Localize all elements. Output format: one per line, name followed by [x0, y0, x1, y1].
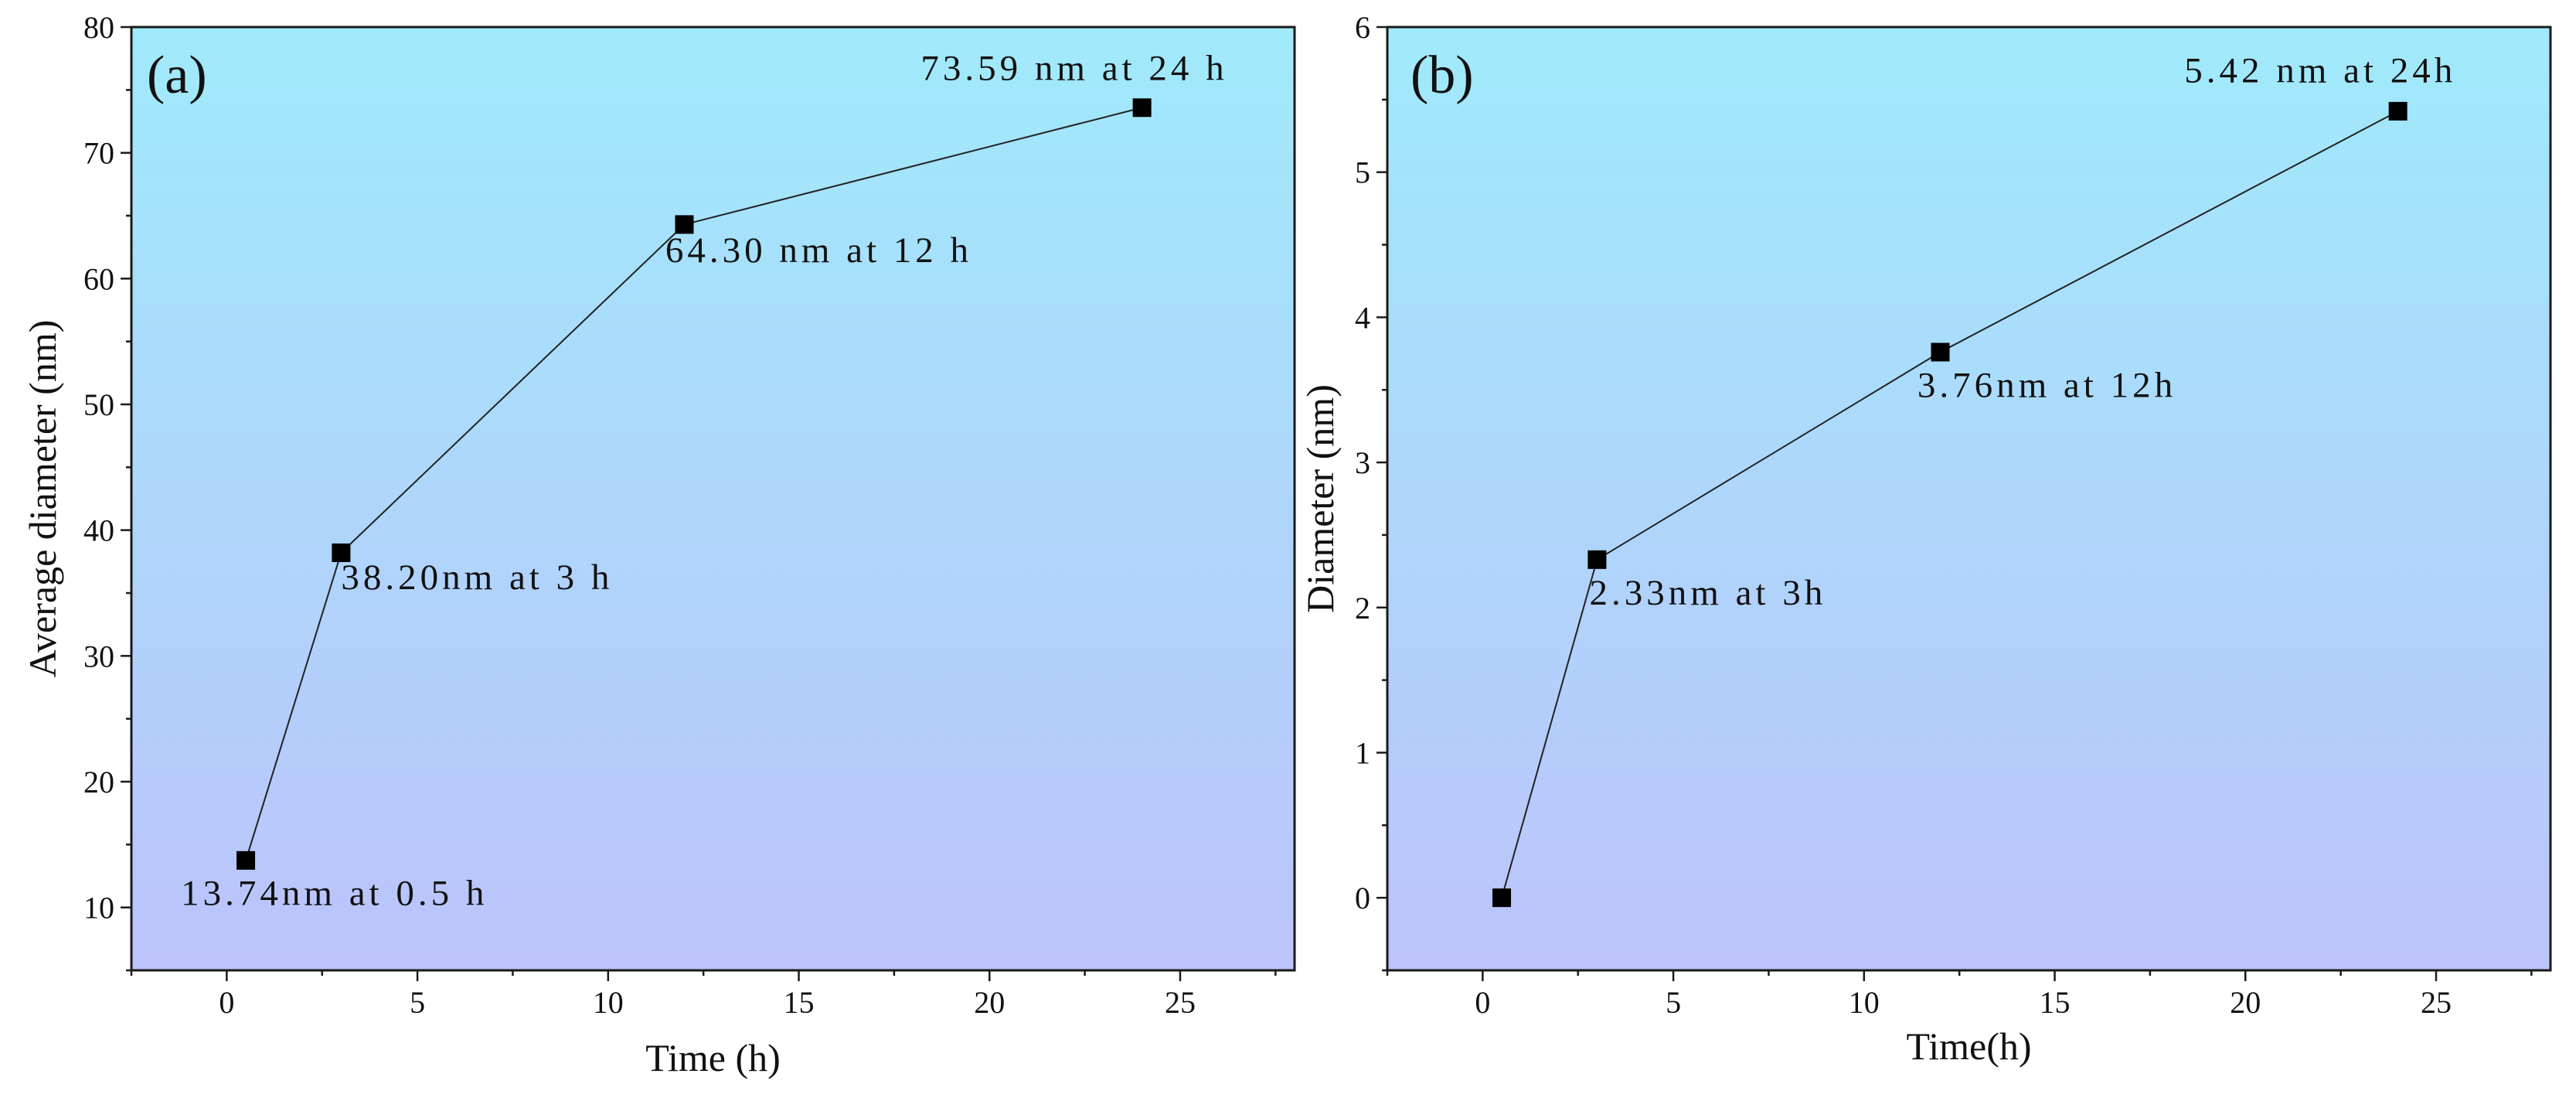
x-tick-label: 10	[1849, 985, 1880, 1020]
plot-frame	[1386, 26, 2552, 972]
x-tick-label: 5	[410, 985, 425, 1020]
y-tick-label: 80	[83, 10, 114, 45]
series-line	[245, 107, 1142, 861]
data-point-marker	[2388, 101, 2408, 121]
y-tick-label: 40	[83, 513, 114, 548]
x-tick-label: 15	[2040, 985, 2071, 1020]
data-label: 73.59 nm at 24 h	[920, 48, 1227, 88]
plot-background	[131, 27, 1295, 970]
plot-frame	[130, 26, 1296, 972]
y-axis-title: Diameter (nm)	[1298, 384, 1342, 613]
x-tick-label: 0	[1475, 985, 1490, 1020]
x-axis-title: Time (h)	[645, 1036, 781, 1079]
y-tick-label: 1	[1355, 735, 1370, 770]
x-tick-label: 0	[219, 985, 234, 1020]
y-tick-label: 3	[1355, 445, 1370, 480]
y-tick-label: 30	[83, 639, 114, 673]
data-label: 3.76nm at 12h	[1918, 366, 2176, 406]
data-point-marker	[1492, 888, 1512, 908]
y-tick-label: 6	[1355, 10, 1370, 45]
x-tick-label: 25	[2421, 985, 2452, 1020]
panel-label: (a)	[147, 46, 207, 105]
data-label: 13.74nm at 0.5 h	[181, 873, 488, 913]
y-axis-title: Average diameter (nm)	[21, 320, 64, 678]
x-tick-label: 20	[2230, 985, 2261, 1020]
x-tick-label: 15	[784, 985, 815, 1020]
y-tick-label: 5	[1355, 155, 1370, 190]
data-point-marker	[332, 543, 351, 562]
y-tick-label: 20	[83, 765, 114, 799]
x-tick-label: 10	[593, 985, 624, 1020]
data-label: 38.20nm at 3 h	[341, 557, 613, 598]
x-tick-label: 5	[1666, 985, 1681, 1020]
data-point-marker	[237, 850, 256, 870]
y-tick-label: 70	[83, 136, 114, 171]
data-label: 2.33nm at 3h	[1590, 573, 1827, 613]
series-line	[1501, 110, 2399, 898]
y-tick-label: 0	[1355, 881, 1370, 915]
chart-panel-a: 0 5 10 15 20 25 10 20 30 40 50 60 70 80 Time (h) Averag…	[21, 10, 1296, 1079]
data-point-marker	[675, 215, 694, 234]
data-point-marker	[1587, 550, 1607, 569]
plot-background	[1387, 27, 2550, 970]
data-label: 5.42 nm at 24h	[2184, 50, 2456, 90]
data-point-marker	[1931, 343, 1950, 362]
x-axis-title: Time(h)	[1906, 1024, 2031, 1068]
y-tick-label: 50	[83, 387, 114, 422]
x-tick-label: 25	[1165, 985, 1196, 1020]
y-tick-label: 60	[83, 261, 114, 296]
panel-label: (b)	[1411, 46, 1474, 105]
y-tick-label: 4	[1355, 300, 1370, 335]
chart-panel-b: 0 5 10 15 20 25 0 1 2 3 4 5 6 Time(h) Diameter (nm) (b)…	[1298, 10, 2552, 1068]
data-label: 64.30 nm at 12 h	[665, 230, 972, 271]
y-tick-label: 2	[1355, 591, 1370, 625]
data-point-marker	[1132, 98, 1152, 118]
x-tick-label: 20	[974, 985, 1005, 1020]
y-tick-label: 10	[83, 891, 114, 925]
